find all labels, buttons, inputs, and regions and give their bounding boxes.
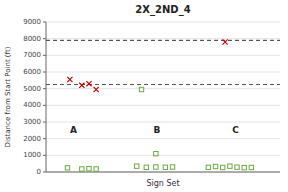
tick-label: 6000 <box>23 68 41 76</box>
point-square <box>213 164 217 168</box>
point-square <box>154 151 158 155</box>
point-x <box>86 81 91 86</box>
tick-label: 1000 <box>23 151 41 159</box>
tick-label: 2000 <box>23 135 41 143</box>
tick-label: 0 <box>37 168 41 176</box>
grid-line <box>46 138 280 139</box>
grid-line <box>46 22 280 23</box>
point-x <box>222 39 227 44</box>
grid <box>46 22 280 172</box>
grid-line <box>46 155 280 156</box>
point-square <box>94 167 98 171</box>
y-axis-line <box>46 22 47 172</box>
x-axis-label: Sign Set <box>146 179 179 188</box>
title: 2X_2ND_4 <box>135 4 190 16</box>
reference-line <box>46 40 280 41</box>
point-square <box>65 166 69 170</box>
point-square <box>163 165 167 169</box>
annotation: A <box>70 125 77 135</box>
annotation: B <box>153 125 160 135</box>
grid-line <box>46 72 280 73</box>
point-square <box>87 166 91 170</box>
grid-line <box>46 55 280 56</box>
tick-label: 5000 <box>23 85 41 93</box>
tick-label: 3000 <box>23 118 41 126</box>
point-x <box>79 83 84 88</box>
plot-area <box>46 39 280 171</box>
annotation: C <box>232 125 239 135</box>
point-square <box>135 164 139 168</box>
series <box>67 39 227 92</box>
point-square <box>144 165 148 169</box>
point-square <box>170 165 174 169</box>
chart: 0 1000 2000 3000 4000 5000 6000 7000 8000 9000 A B C… <box>0 0 288 192</box>
grid-line <box>46 122 280 123</box>
tick-label: 8000 <box>23 35 41 43</box>
tick-label: 7000 <box>23 51 41 59</box>
point-x <box>94 87 99 92</box>
point-x <box>67 77 72 82</box>
series <box>65 87 253 171</box>
grid-line <box>46 88 280 89</box>
y-axis: 0 1000 2000 3000 4000 5000 6000 7000 8000 9000 <box>23 18 46 176</box>
series <box>154 151 158 155</box>
grid-line <box>46 38 280 39</box>
point-square <box>80 167 84 171</box>
tick-label: 9000 <box>23 18 41 26</box>
point-square <box>139 87 143 91</box>
point-square <box>206 165 210 169</box>
y-axis-label: Distance from Start Point (ft) <box>4 46 12 147</box>
point-square <box>228 164 232 168</box>
point-square <box>249 165 253 169</box>
point-square <box>220 165 224 169</box>
tick-label: 4000 <box>23 101 41 109</box>
point-square <box>242 165 246 169</box>
point-square <box>235 165 239 169</box>
point-square <box>154 165 158 169</box>
grid-line <box>46 105 280 106</box>
